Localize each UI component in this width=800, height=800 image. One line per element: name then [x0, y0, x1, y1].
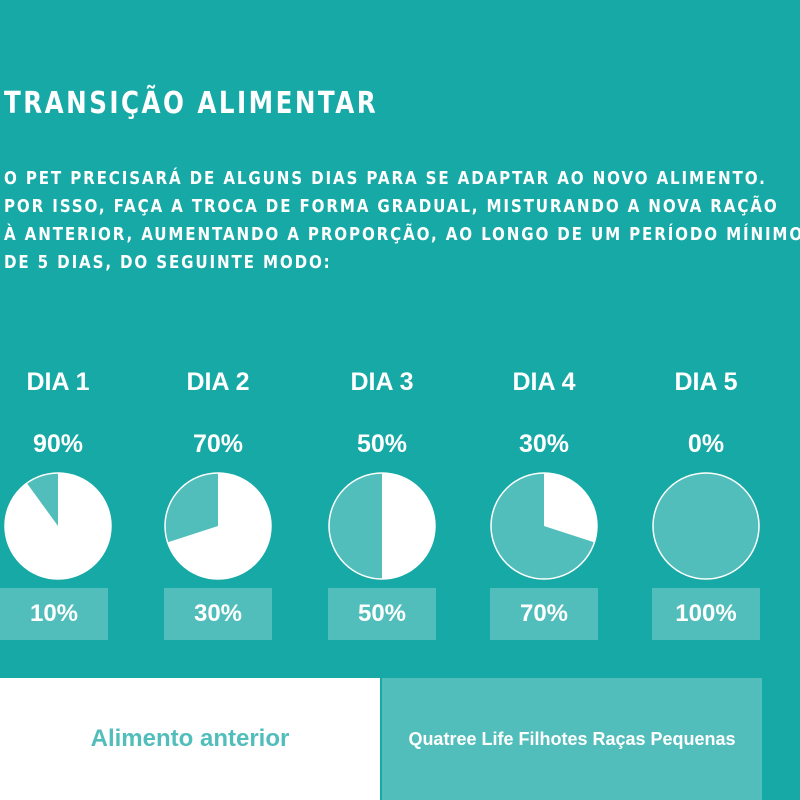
day-2: DIA 2 70% 30%: [158, 360, 278, 650]
day-1: DIA 1 90% 10%: [0, 360, 118, 650]
pie-slice-old-food: [167, 473, 271, 579]
day-label: DIA 3: [350, 368, 414, 396]
day-5: DIA 5 0% 100%: [646, 360, 766, 650]
old-food-percent: 50%: [356, 430, 408, 458]
intro-line: DE 5 DIAS, DO SEGUINTE MODO:: [4, 252, 332, 273]
old-food-percent: 70%: [192, 430, 244, 458]
new-food-percent-box: 100%: [652, 588, 760, 640]
intro-line: À ANTERIOR, AUMENTANDO A PROPORÇÃO, AO L…: [4, 224, 800, 245]
pie-svg: [652, 472, 760, 580]
old-food-percent: 90%: [32, 430, 84, 458]
intro-line: POR ISSO, FAÇA A TROCA DE FORMA GRADUAL,…: [4, 196, 779, 217]
new-food-percent-box: 30%: [164, 588, 272, 640]
pie-slice-new-food: [652, 472, 760, 580]
legend-new-food: Quatree Life Filhotes Raças Pequenas: [382, 678, 762, 800]
day-pie-chart: [162, 470, 274, 582]
intro-line: O PET PRECISARÁ DE ALGUNS DIAS PARA SE A…: [4, 168, 767, 189]
legend-old-food-label: Alimento anterior: [90, 725, 290, 752]
page-title: TRANSIÇÃO ALIMENTAR: [4, 86, 379, 121]
day-3: DIA 3 50% 50%: [322, 360, 442, 650]
day-4: DIA 4 30% 70%: [484, 360, 604, 650]
day-pie-chart: [650, 470, 762, 582]
pie-slice-old-food: [4, 473, 112, 579]
new-food-percent-box: 50%: [328, 588, 436, 640]
new-food-percent-box: 70%: [490, 588, 598, 640]
pie-slice-old-food: [544, 473, 597, 543]
pie-svg: [328, 472, 436, 580]
day-label: DIA 1: [26, 368, 90, 396]
legend-old-food: Alimento anterior: [0, 678, 380, 800]
pie-svg: [490, 472, 598, 580]
day-pie-chart: [2, 470, 114, 582]
legend-new-food-label: Quatree Life Filhotes Raças Pequenas: [408, 728, 736, 749]
day-label: DIA 5: [674, 368, 738, 396]
intro-text: O PET PRECISARÁ DE ALGUNS DIAS PARA SE A…: [4, 168, 800, 282]
new-food-percent-box: 10%: [0, 588, 108, 640]
days-row: DIA 1 90% 10% DIA 2 70% 30% DIA 3 50% 50…: [0, 360, 800, 660]
old-food-percent: 30%: [518, 430, 570, 458]
pie-svg: [4, 472, 112, 580]
day-pie-chart: [326, 470, 438, 582]
pie-svg: [164, 472, 272, 580]
day-label: DIA 2: [186, 368, 250, 396]
old-food-percent: 0%: [687, 430, 725, 458]
pie-slice-old-food: [382, 473, 435, 579]
day-pie-chart: [488, 470, 600, 582]
day-label: DIA 4: [512, 368, 576, 396]
